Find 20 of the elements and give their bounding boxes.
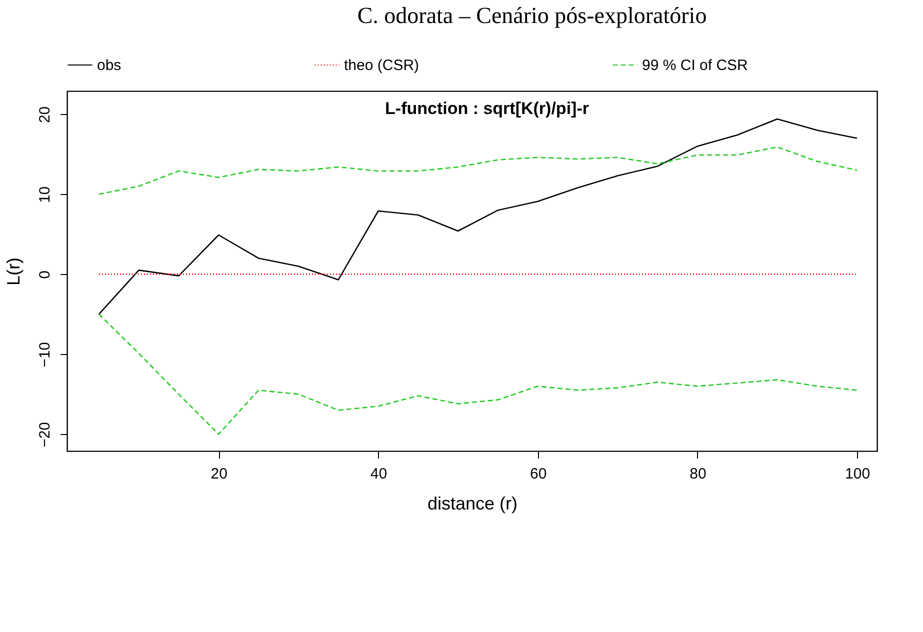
legend-label: obs (97, 57, 122, 74)
annotation: L-function : sqrt[K(r)/pi]-r (385, 99, 590, 118)
y-tick-label: −20 (36, 422, 54, 448)
legend-label: theo (CSR) (344, 57, 420, 74)
x-axis-title: distance (r) (427, 494, 518, 514)
y-tick-label: 20 (36, 106, 54, 124)
y-axis-title: L(r) (4, 258, 24, 286)
line-series (98, 118, 858, 315)
y-tick-label: −10 (36, 342, 54, 368)
x-tick-label: 60 (530, 466, 547, 482)
line-series (98, 314, 858, 435)
line-series (98, 146, 858, 195)
x-tick-label: 80 (690, 466, 706, 482)
chart-title: C. odorata – Cenário pós-exploratório (357, 3, 707, 28)
x-tick-label: 40 (370, 466, 388, 482)
y-tick-label: 0 (36, 270, 54, 279)
legend-label: 99 % CI of CSR (642, 57, 748, 74)
y-tick-label: 10 (36, 186, 54, 204)
x-tick-label: 100 (845, 466, 870, 482)
x-tick-label: 20 (210, 466, 228, 482)
